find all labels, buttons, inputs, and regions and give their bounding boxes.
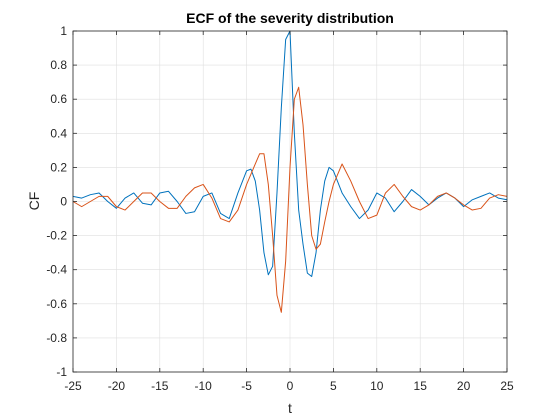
series-line-2 xyxy=(72,86,508,313)
y-tick-label: 1 xyxy=(60,24,67,38)
y-tick-label: -0.8 xyxy=(46,331,67,345)
y-tick-label: 0 xyxy=(60,195,67,209)
x-tick-label: 15 xyxy=(414,379,428,393)
x-tick-label: -25 xyxy=(64,379,82,393)
x-tick-label: -15 xyxy=(151,379,169,393)
x-axis-label: t xyxy=(288,400,292,416)
chart-title: ECF of the severity distribution xyxy=(186,10,394,26)
x-tick-label: 20 xyxy=(457,379,471,393)
y-tick-label: -0.6 xyxy=(46,297,67,311)
y-tick-label: -0.4 xyxy=(46,263,67,277)
y-tick-label: 0.2 xyxy=(50,160,67,174)
x-tick-label: 25 xyxy=(500,379,514,393)
x-tick-label: 10 xyxy=(370,379,384,393)
y-tick-label: -0.2 xyxy=(46,229,67,243)
y-tick-labels: -1 -0.8 -0.6 -0.4 -0.2 0 0.2 0.4 0.6 0.8 1 xyxy=(46,24,67,379)
ticks xyxy=(72,30,508,373)
x-tick-label: -20 xyxy=(108,379,126,393)
y-tick-label: 0.4 xyxy=(50,126,67,140)
x-tick-labels: -25 -20 -15 -10 -5 0 5 10 15 20 25 xyxy=(64,379,514,393)
x-tick-label: -10 xyxy=(195,379,213,393)
y-tick-label: 0.6 xyxy=(50,92,67,106)
y-tick-label: -1 xyxy=(56,365,67,379)
y-tick-label: 0.8 xyxy=(50,58,67,72)
x-tick-label: -5 xyxy=(241,379,252,393)
y-axis-label: CF xyxy=(26,192,42,211)
x-tick-label: 0 xyxy=(287,379,294,393)
x-tick-label: 5 xyxy=(330,379,337,393)
